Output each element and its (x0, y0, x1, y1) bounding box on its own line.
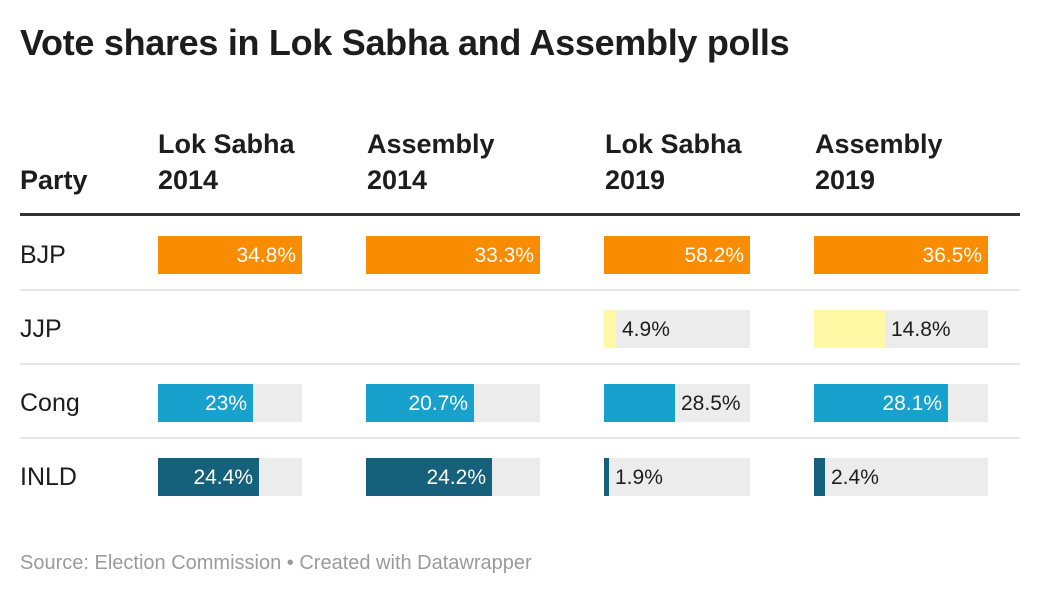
bar-cell: 4.9% (604, 310, 750, 348)
table-row: Cong 23% 20.7% 28.5% 28.1% (20, 365, 1020, 439)
table-row: INLD 24.4% 24.2% 1.9% 2.4% (20, 439, 1020, 513)
value-label: 28.1% (882, 392, 942, 415)
bar-cell: 36.5% (814, 236, 988, 274)
bar (158, 236, 302, 274)
value-label: 24.4% (193, 466, 253, 489)
header-assembly-2014: Assembly 2014 (367, 129, 495, 195)
bar-cell: 23% (158, 384, 302, 422)
party-name: JJP (20, 315, 62, 343)
value-label: 33.3% (474, 244, 534, 267)
bar (814, 458, 825, 496)
bar (366, 458, 492, 496)
value-label: 20.7% (408, 392, 468, 415)
value-label: 34.8% (236, 244, 296, 267)
value-label: 14.8% (891, 318, 951, 341)
row-divider (20, 289, 1020, 291)
header-divider (20, 213, 1020, 216)
value-label: 4.9% (622, 318, 670, 341)
party-name: Cong (20, 389, 80, 417)
value-label: 36.5% (922, 244, 982, 267)
bar (158, 384, 253, 422)
value-label: 23% (204, 392, 247, 415)
value-label: 58.2% (684, 244, 744, 267)
bar (604, 310, 616, 348)
bar-cell: 33.3% (366, 236, 540, 274)
footer-separator: • (281, 552, 300, 574)
row-divider (20, 437, 1020, 439)
bar-cell: 24.2% (366, 458, 540, 496)
row-divider (20, 363, 1020, 365)
value-label: 1.9% (615, 466, 663, 489)
bar (604, 458, 609, 496)
bar-cell: 28.5% (604, 384, 750, 422)
header-lok-sabha-2014: Lok Sabha 2014 (158, 129, 295, 195)
credit-link[interactable]: Created with Datawrapper (299, 552, 532, 574)
value-label: 24.2% (426, 466, 486, 489)
bar (814, 236, 988, 274)
source: Source: Election Commission (20, 552, 282, 574)
bar-cell: 14.8% (814, 310, 988, 348)
table-row: BJP 34.8% 33.3% 58.2% 36.5% (20, 217, 1020, 291)
bar (814, 310, 885, 348)
bar-cell: 28.1% (814, 384, 988, 422)
bar (366, 236, 540, 274)
value-label: 28.5% (681, 392, 741, 415)
bar-cell: 2.4% (814, 458, 988, 496)
bar (604, 384, 675, 422)
bar (814, 384, 948, 422)
chart-title: Vote shares in Lok Sabha and Assembly po… (20, 22, 790, 63)
bar-cell: 24.4% (158, 458, 302, 496)
party-name: INLD (20, 463, 77, 491)
bar (604, 236, 750, 274)
table-row: JJP 4.9% 14.8% (20, 291, 1020, 365)
bar-cell: 1.9% (604, 458, 750, 496)
header-party: Party (20, 165, 88, 195)
value-label: 2.4% (831, 466, 879, 489)
header-assembly-2019: Assembly 2019 (815, 129, 943, 195)
header-lok-sabha-2019: Lok Sabha 2019 (605, 129, 742, 195)
bar-cell: 34.8% (158, 236, 302, 274)
bar (366, 384, 474, 422)
footer: Source: Election Commission • Created wi… (20, 552, 532, 575)
bar-cell: 58.2% (604, 236, 750, 274)
bar-cell: 20.7% (366, 384, 540, 422)
party-name: BJP (20, 241, 66, 269)
bar (158, 458, 259, 496)
